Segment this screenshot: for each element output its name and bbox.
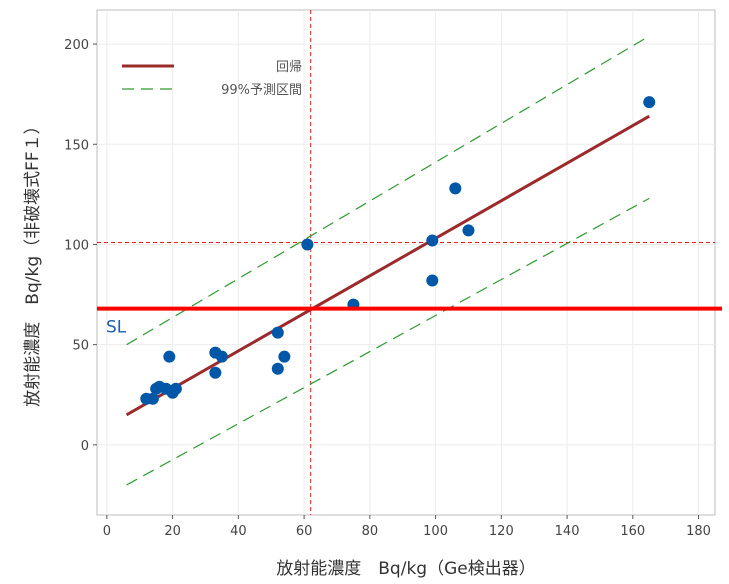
x-tick-label: 120 [489, 524, 514, 539]
reference-lines [97, 10, 715, 515]
axis-ticks: 0 20 40 60 80 100 120 140 160 180 0 50 100 150 200 [64, 38, 711, 539]
sl-label: SL [106, 318, 127, 338]
series-lines [125, 35, 650, 486]
x-tick-label: 140 [555, 524, 580, 539]
sl-threshold: SL [97, 306, 722, 338]
data-point [169, 382, 182, 395]
y-axis-title: 放射能濃度 Bq/kg（非破壊式FF１） [23, 117, 43, 406]
x-axis-title: 放射能濃度 Bq/kg（Ge検出器） [276, 559, 535, 579]
prediction-interval-line [126, 197, 650, 486]
y-tick-label: 0 [81, 439, 89, 454]
data-point [278, 350, 291, 363]
legend-label: 99%予測区間 [221, 83, 302, 98]
y-tick-label: 100 [64, 238, 89, 253]
legend-label: 回帰 [276, 59, 302, 75]
x-tick-label: 160 [620, 524, 645, 539]
data-point [271, 326, 284, 339]
data-point [146, 392, 159, 405]
data-point [301, 238, 314, 251]
legend: 回帰 99%予測区間 [122, 59, 302, 98]
data-point [462, 224, 475, 237]
data-point [643, 96, 656, 109]
data-point [271, 362, 284, 375]
x-tick-label: 40 [230, 524, 247, 539]
y-tick-label: 200 [64, 38, 89, 53]
x-tick-label: 100 [423, 524, 448, 539]
data-point [426, 234, 439, 247]
x-tick-label: 180 [686, 524, 711, 539]
data-points [140, 96, 656, 405]
x-tick-label: 20 [164, 524, 181, 539]
y-tick-label: 150 [64, 138, 89, 153]
x-tick-label: 60 [296, 524, 313, 539]
y-tick-label: 50 [72, 339, 89, 354]
data-point [209, 366, 222, 379]
x-tick-label: 0 [103, 524, 111, 539]
data-point [426, 274, 439, 287]
regression-line [125, 114, 650, 417]
x-tick-label: 80 [362, 524, 379, 539]
prediction-interval-line [126, 35, 650, 346]
data-point [163, 350, 176, 363]
data-point [449, 182, 462, 195]
plot-panel [96, 9, 716, 516]
data-point [215, 350, 228, 363]
